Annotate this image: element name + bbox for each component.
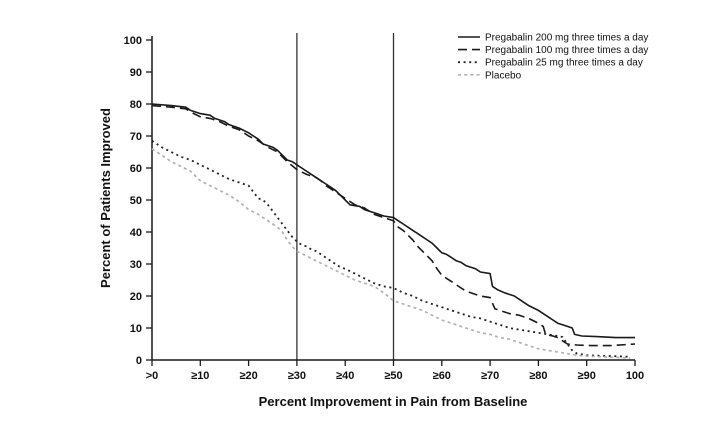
y-tick-label: 40 [130, 227, 142, 239]
legend-label: Pregabalin 200 mg three times a day [485, 33, 648, 44]
series-placebo [151, 148, 631, 359]
x-tick-label: >0 [146, 370, 159, 382]
legend-label: Placebo [485, 70, 522, 81]
legend-label: Pregabalin 25 mg three times a day [485, 58, 643, 69]
y-tick-label: 90 [130, 67, 142, 79]
x-tick-label: ≥30 [288, 370, 306, 382]
legend-label: Pregabalin 100 mg three times a day [485, 45, 648, 56]
y-axis-title: Percent of Patients Improved [98, 108, 113, 288]
y-tick-label: 30 [130, 259, 142, 271]
x-tick-label: ≥20 [239, 370, 257, 382]
x-axis-title: Percent Improvement in Pain from Baselin… [259, 394, 528, 409]
x-tick-label: ≥70 [481, 370, 499, 382]
y-tick-label: 80 [130, 99, 142, 111]
x-tick-label: ≥60 [433, 370, 451, 382]
x-tick-label: ≥50 [384, 370, 402, 382]
data-series [151, 103, 636, 359]
y-tick-label: 100 [124, 35, 142, 47]
y-tick-label: 60 [130, 163, 142, 175]
x-axis-ticks: >0 ≥10 ≥20 ≥30 ≥40 ≥50 ≥60 ≥70 ≥80 ≥90 100 [146, 360, 644, 382]
x-tick-label: ≥10 [191, 370, 209, 382]
x-tick-label: 100 [626, 370, 644, 382]
series-pregabalin-25-mg-three-times-a-day [151, 140, 631, 358]
y-tick-label: 10 [130, 323, 142, 335]
y-tick-label: 0 [136, 355, 142, 367]
legend: Pregabalin 200 mg three times a dayPrega… [458, 33, 648, 81]
reference-lines [296, 33, 395, 360]
y-tick-label: 50 [130, 195, 142, 207]
x-tick-label: ≥90 [578, 370, 596, 382]
y-tick-label: 70 [130, 131, 142, 143]
y-tick-label: 20 [130, 291, 142, 303]
x-tick-label: ≥80 [529, 370, 547, 382]
y-axis-ticks: 0 10 20 30 40 50 60 70 80 90 100 [124, 35, 152, 367]
x-tick-label: ≥40 [336, 370, 354, 382]
series-pregabalin-100-mg-three-times-a-day [151, 104, 636, 347]
